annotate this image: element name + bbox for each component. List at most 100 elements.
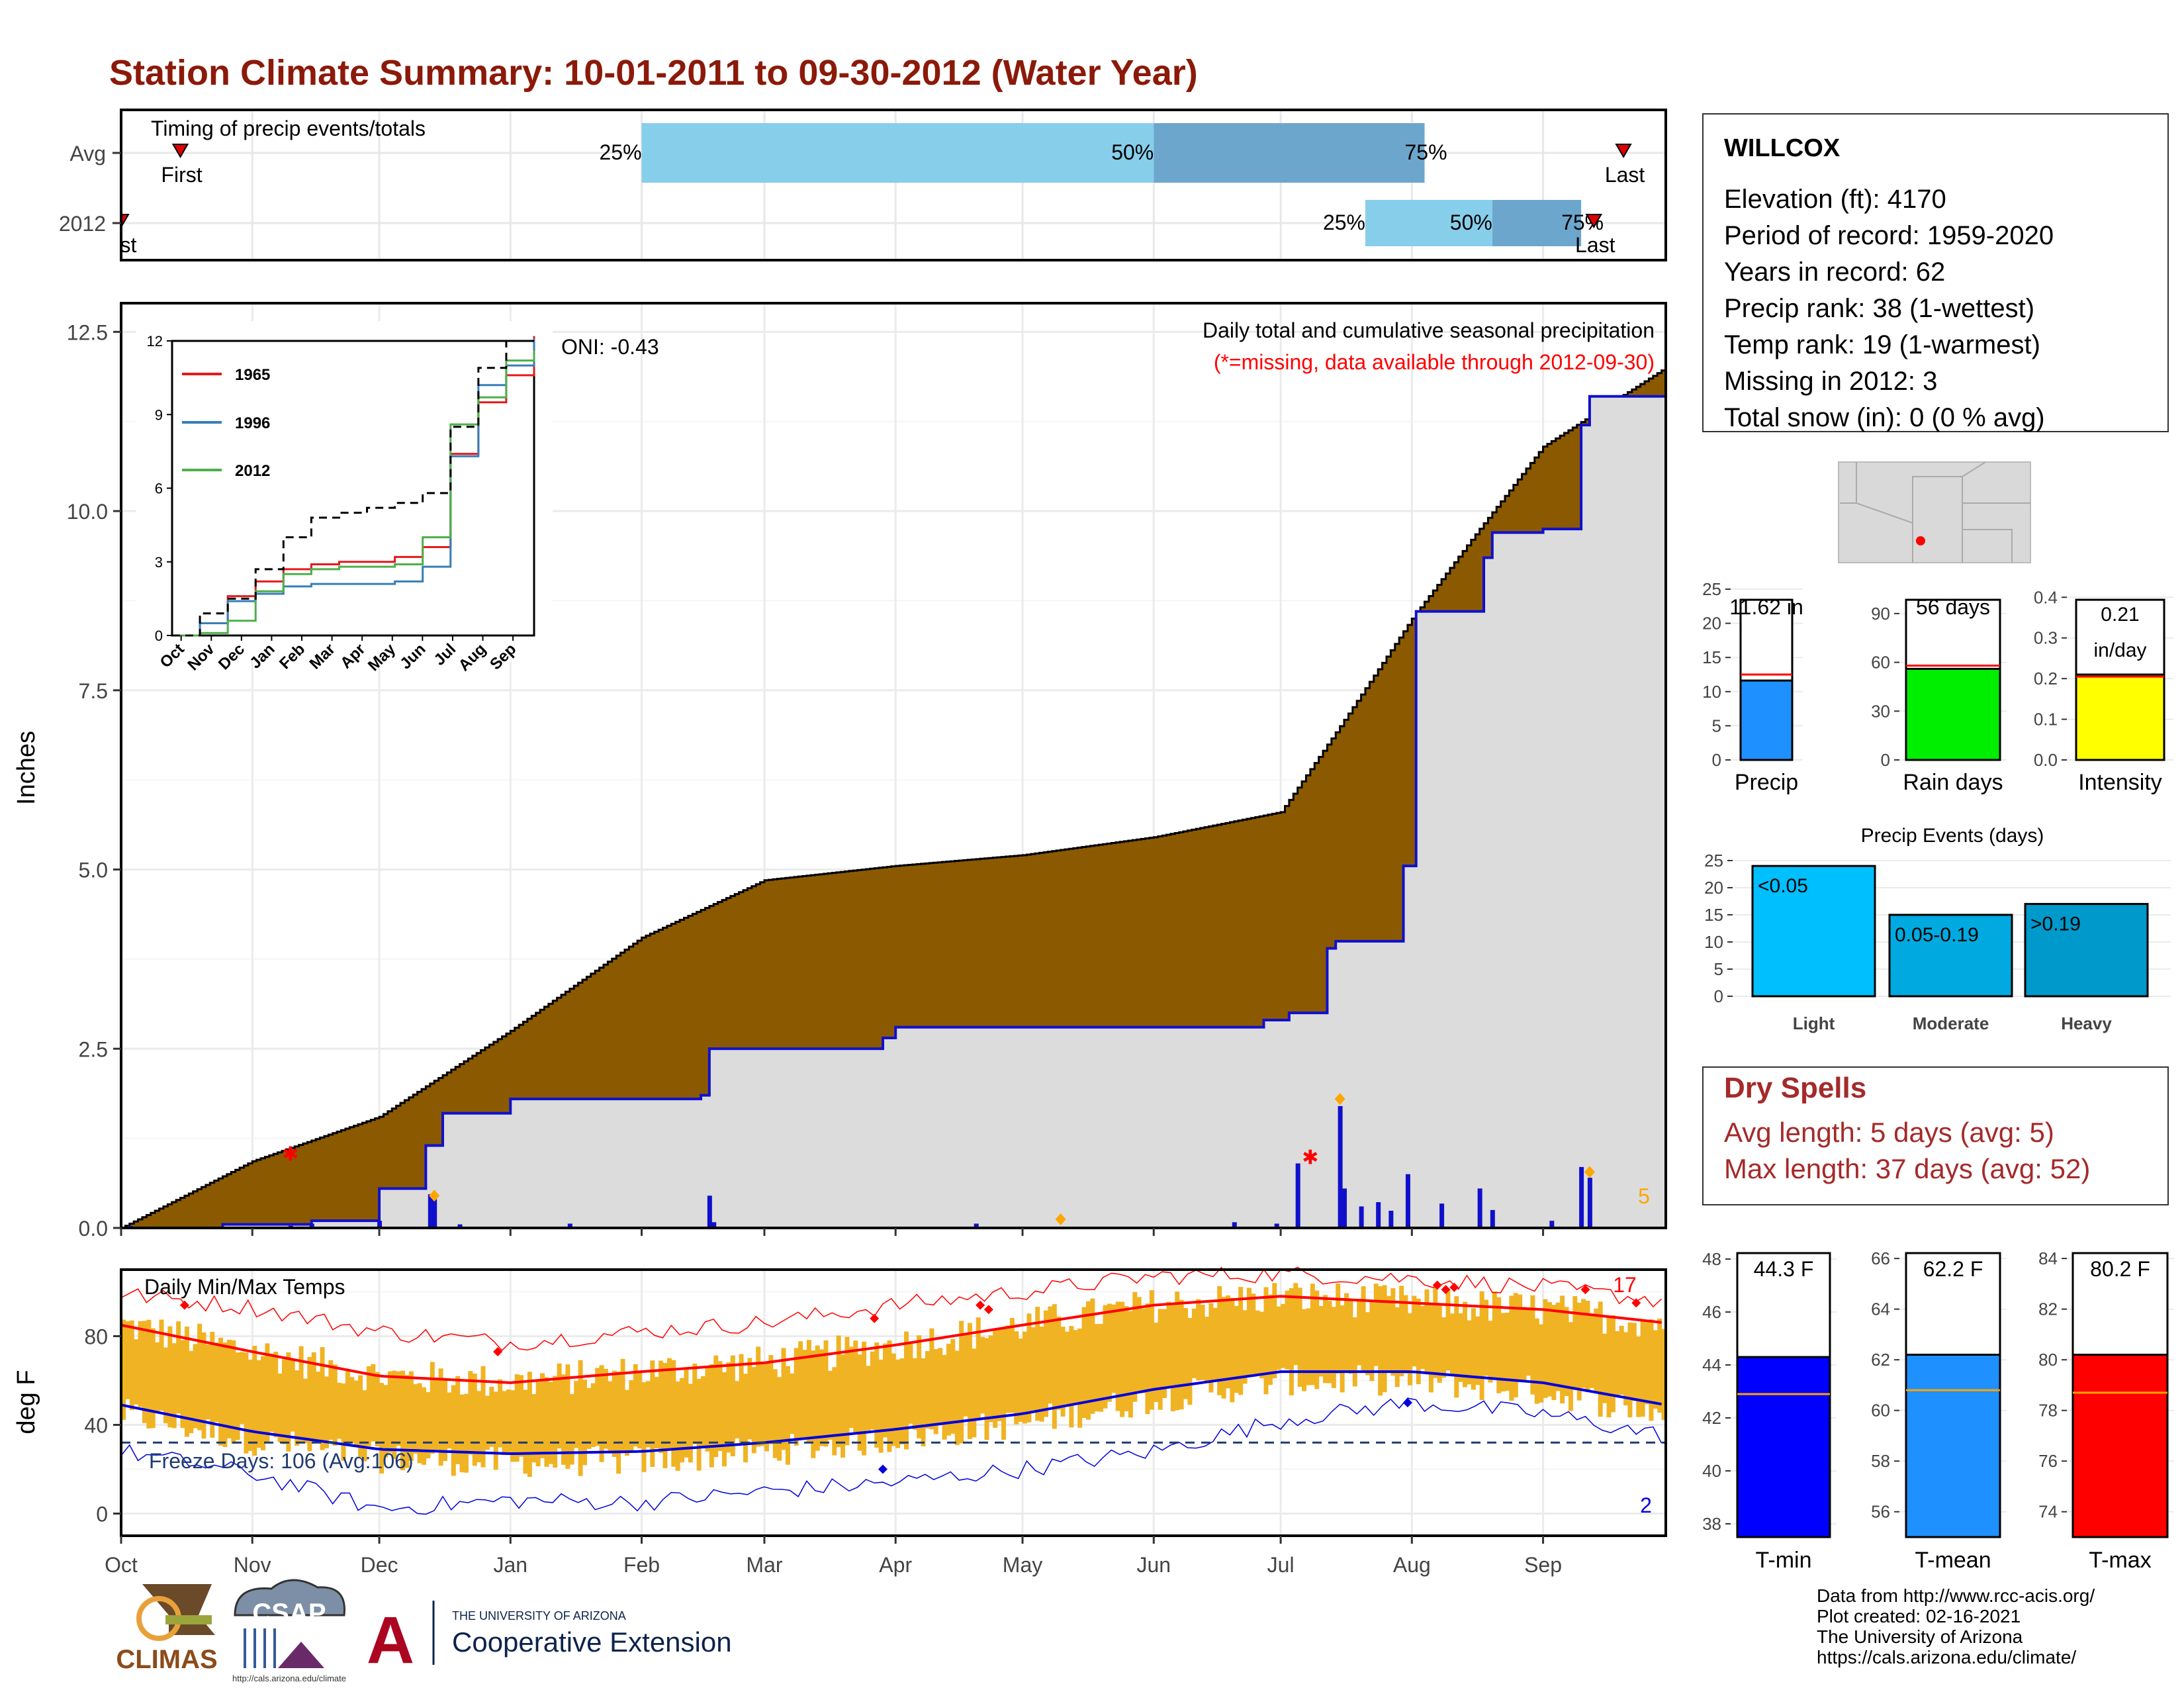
daily-precip-bar [432, 1199, 437, 1228]
daily-temp-bar [722, 1372, 727, 1467]
daily-temp-bar [468, 1371, 473, 1455]
last-marker [1585, 214, 1603, 228]
daily-temp-bar [1217, 1286, 1222, 1395]
inset-legend-label: 2012 [235, 462, 270, 480]
map-bg [1838, 461, 2031, 563]
daily-temp-bar [1255, 1310, 1260, 1375]
daily-precip-bar [377, 1221, 383, 1228]
record-high-marker [493, 1346, 503, 1356]
daily-temp-bar [878, 1360, 884, 1453]
inset-y-tick: 6 [155, 481, 163, 497]
daily-temp-bar [785, 1366, 790, 1465]
timing-row-label: 2012 [59, 212, 106, 236]
daily-temp-bar [743, 1374, 748, 1463]
climas-stripe [165, 1615, 212, 1624]
daily-temp-bar [324, 1376, 329, 1448]
daily-temp-bar [290, 1359, 295, 1432]
daily-temp-bar [705, 1367, 710, 1452]
small-y-tick: 20 [1702, 614, 1721, 633]
daily-temp-bar [1403, 1295, 1408, 1374]
daily-temp-bar [404, 1375, 410, 1468]
y-tick-label: 80 [84, 1325, 108, 1349]
record-high-marker [1449, 1282, 1459, 1292]
daily-temp-bar [1314, 1290, 1320, 1389]
daily-temp-bar [1661, 1329, 1666, 1421]
daily-temp-bar [1014, 1331, 1019, 1425]
daily-temp-bar [1009, 1317, 1015, 1413]
daily-temp-bar [933, 1349, 938, 1434]
inset-line-avg [172, 340, 534, 637]
daily-temp-bar [1522, 1307, 1527, 1382]
station-line: Elevation (ft): 4170 [1724, 185, 1946, 214]
daily-temp-bar [950, 1338, 956, 1434]
tbar-value-bar [1736, 1356, 1831, 1538]
logos: CLIMAS CSAP http://cals.arizona.edu/climat… [116, 1579, 732, 1683]
small-y-tick: 15 [1702, 647, 1721, 667]
daily-temp-bar [1310, 1284, 1315, 1385]
daily-temp-bar [684, 1369, 689, 1458]
daily-temp-bar [222, 1342, 228, 1448]
daily-temp-bar [375, 1372, 380, 1446]
record-high-marker [870, 1313, 880, 1323]
daily-temp-bar [1081, 1307, 1087, 1418]
extreme-count: 5 [1638, 1184, 1650, 1208]
daily-precip-bar [1549, 1221, 1555, 1228]
daily-temp-bar [1631, 1323, 1637, 1401]
daily-temp-bar [823, 1340, 829, 1447]
daily-temp-bar [1259, 1311, 1265, 1379]
daily-temp-bar [1623, 1332, 1629, 1406]
daily-temp-bar [603, 1368, 608, 1449]
missing-marker: ✱ [282, 1143, 298, 1165]
inset-y-tick: 9 [155, 406, 163, 423]
daily-temp-bar [506, 1389, 511, 1453]
daily-temp-bar [463, 1393, 469, 1473]
tbar-y-tick: 64 [1871, 1299, 1890, 1319]
daily-temp-bar [150, 1328, 156, 1429]
daily-precip-bar [567, 1223, 572, 1228]
daily-temp-bar [1547, 1302, 1552, 1397]
y-tick-label: 10.0 [67, 500, 108, 524]
daily-temp-bar [1576, 1302, 1582, 1401]
tbar-value-text: 62.2 F [1923, 1257, 1983, 1281]
year-cumulative-area [121, 395, 1666, 1228]
daily-temp-bar [244, 1352, 249, 1454]
y-tick-label: 2.5 [79, 1037, 108, 1061]
daily-temp-bar [358, 1375, 363, 1458]
station-line: Temp rank: 19 (1-warmest) [1724, 330, 2040, 359]
daily-temp-bar [498, 1379, 503, 1448]
daily-temp-bar [1115, 1301, 1120, 1411]
daily-temp-bar [1488, 1321, 1493, 1383]
daily-temp-bar [561, 1374, 567, 1465]
tbar-y-tick: 84 [2038, 1248, 2058, 1268]
daily-temp-bar [392, 1370, 397, 1459]
event-bar-label: Heavy [2061, 1013, 2112, 1033]
daily-temp-bar [1386, 1295, 1391, 1372]
last-marker [1615, 144, 1632, 158]
daily-temp-bar [1560, 1295, 1565, 1404]
ua-logo-bg [361, 1602, 420, 1668]
footer-line: The University of Arizona [1817, 1626, 2023, 1647]
daily-temp-bar [921, 1358, 926, 1446]
daily-temp-bar [1543, 1299, 1548, 1398]
tbar-y-tick: 78 [2038, 1401, 2058, 1421]
inset-frame [171, 340, 535, 637]
daily-temp-bar [180, 1340, 185, 1429]
x-tick-label: Apr [879, 1553, 912, 1577]
daily-temp-bar [1657, 1318, 1662, 1413]
daily-temp-bar [917, 1335, 922, 1438]
small-bar-label: Rain days [1903, 770, 2003, 795]
daily-temp-bar [1539, 1324, 1544, 1403]
inset-legend-label: 1965 [235, 366, 270, 384]
daily-temp-bar [717, 1361, 723, 1451]
timing-pct-label: 25% [1323, 211, 1365, 234]
daily-temp-bar [1200, 1305, 1205, 1380]
daily-temp-bar [265, 1343, 270, 1443]
daily-temp-bar [1187, 1318, 1193, 1405]
station-line: Total snow (in): 0 (0 % avg) [1724, 403, 2045, 432]
freeze-days-label: Freeze Days: 106 (Avg:106) [149, 1449, 414, 1473]
daily-temp-bar [1564, 1307, 1569, 1396]
csap-bars [244, 1628, 276, 1668]
daily-temp-bar [641, 1382, 647, 1472]
daily-temp-bar [129, 1320, 134, 1411]
daily-temp-bar [1212, 1307, 1218, 1382]
